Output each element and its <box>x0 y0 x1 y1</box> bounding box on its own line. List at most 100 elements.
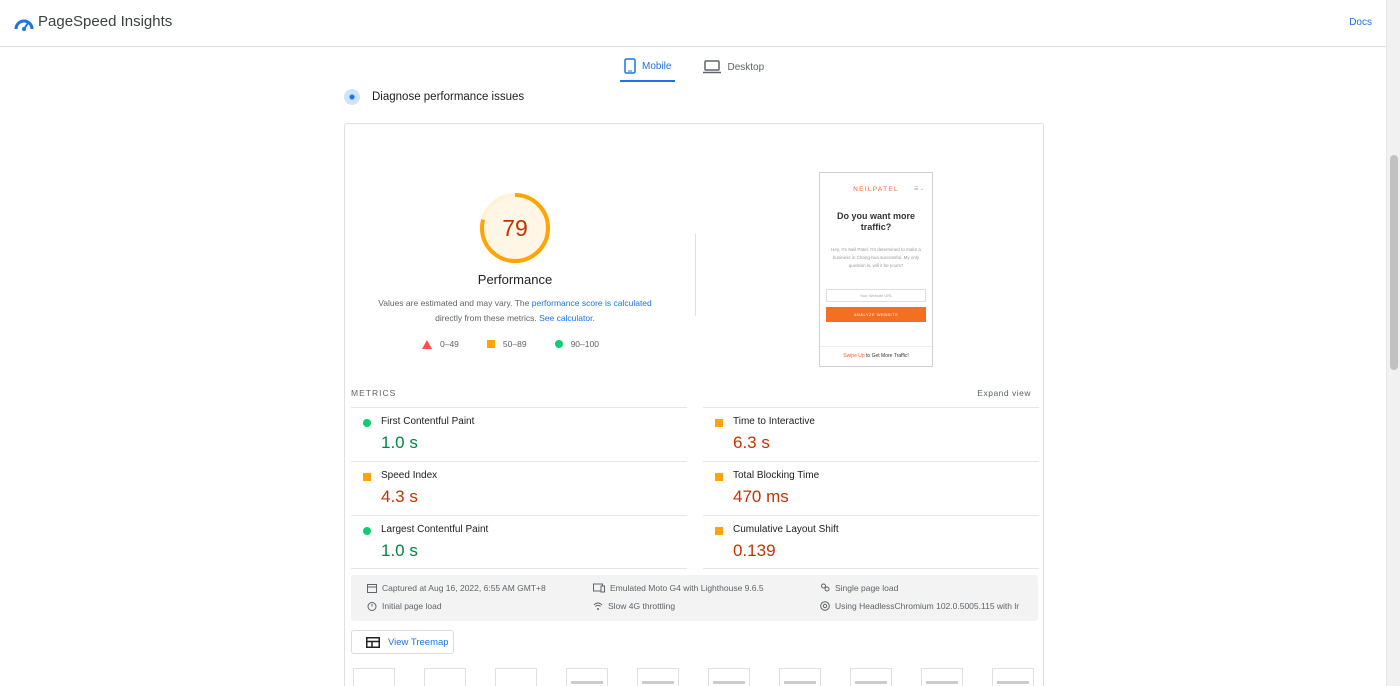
filmstrip-frame <box>850 668 892 686</box>
info-initial-load: Initial page load <box>367 601 442 611</box>
info-captured-text: Captured at Aug 16, 2022, 6:55 AM GMT+8 <box>382 583 546 593</box>
preview-headline: Do you want more traffic? <box>836 211 915 232</box>
timer-icon <box>367 602 377 611</box>
metric-name: Time to Interactive <box>733 416 815 427</box>
treemap-icon <box>366 636 380 648</box>
filmstrip-frame <box>921 668 963 686</box>
diagnose-heading: Diagnose performance issues <box>372 91 525 103</box>
legend-label-average: 50–89 <box>502 339 527 349</box>
legend-item-good: 90–100 <box>554 339 599 349</box>
people-icon <box>821 583 830 592</box>
metric-name: Total Blocking Time <box>733 470 820 481</box>
preview-url-input: Your Website URL <box>826 289 926 302</box>
metric-name: Speed Index <box>381 470 438 481</box>
info-throttling-text: Slow 4G throttling <box>608 601 676 611</box>
info-emulated: Emulated Moto G4 with Lighthouse 9.6.5 <box>593 583 764 593</box>
metric-value: 470 ms <box>733 487 789 506</box>
score-legend: 0–49 50–89 90–100 <box>422 339 599 349</box>
filmstrip <box>353 668 1034 686</box>
mobile-phone-icon <box>624 58 636 74</box>
filmstrip-frame <box>992 668 1034 686</box>
filmstrip-frame <box>566 668 608 686</box>
diagnose-indicator-icon <box>344 89 360 105</box>
filmstrip-frame <box>353 668 395 686</box>
average-square-icon <box>486 340 495 348</box>
metric-largest-contentful-paint: Largest Contentful Paint 1.0 s <box>351 515 687 569</box>
metric-name: Cumulative Layout Shift <box>733 524 839 535</box>
filmstrip-frame <box>424 668 466 686</box>
info-throttling: Slow 4G throttling <box>593 601 675 611</box>
performance-score-link[interactable]: performance score is calculated <box>531 298 652 308</box>
filmstrip-frame <box>779 668 821 686</box>
metric-name: First Contentful Paint <box>381 416 475 427</box>
tab-mobile[interactable]: Mobile <box>620 52 676 82</box>
metric-speed-index: Speed Index 4.3 s <box>351 461 687 515</box>
info-emulated-text: Emulated Moto G4 with Lighthouse 9.6.5 <box>610 583 764 593</box>
info-initial-text: Initial page load <box>382 601 442 611</box>
diagnose-section-heading: Diagnose performance issues <box>344 89 524 105</box>
tab-desktop[interactable]: Desktop <box>699 52 768 82</box>
performance-report-card: 79 Performance Values are estimated and … <box>344 123 1044 686</box>
preview-analyze-button: ANALYZE WEBSITE <box>826 307 926 322</box>
metrics-column-left: First Contentful Paint 1.0 s Speed Index… <box>351 407 687 569</box>
metric-total-blocking-time: Total Blocking Time 470 ms <box>703 461 1039 515</box>
top-bar: PageSpeed Insights Docs <box>0 0 1386 47</box>
pagespeed-logo-icon[interactable] <box>14 13 34 33</box>
legend-item-poor: 0–49 <box>422 339 459 349</box>
desktop-laptop-icon <box>703 60 722 74</box>
preview-menu-icon: ☰ ⌄ <box>913 186 924 192</box>
view-treemap-label: View Treemap <box>388 636 449 648</box>
performance-label: Performance <box>477 272 553 287</box>
preview-bottom-bar: Swipe Up to Get More Traffic! <box>820 346 932 366</box>
docs-link[interactable]: Docs <box>1349 17 1372 28</box>
good-circle-icon <box>554 340 563 348</box>
score-note-text-2: directly from these metrics. <box>435 313 540 323</box>
metric-value: 0.139 <box>733 541 776 560</box>
metric-time-to-interactive: Time to Interactive 6.3 s <box>703 407 1039 461</box>
score-gauge-arc <box>480 193 550 263</box>
chrome-icon <box>820 601 830 611</box>
wifi-icon <box>593 602 603 610</box>
score-gauge-ring <box>480 193 550 263</box>
expand-view-toggle[interactable]: Expand view <box>977 388 1031 398</box>
average-square-icon <box>715 527 723 535</box>
runtime-settings-box: Captured at Aug 16, 2022, 6:55 AM GMT+8 … <box>351 575 1038 621</box>
info-browser-text: Using HeadlessChromium 102.0.5005.115 wi… <box>835 601 1020 611</box>
view-treemap-button[interactable]: View Treemap <box>351 630 454 654</box>
device-tabs: Mobile Desktop <box>620 52 768 84</box>
scrollbar[interactable] <box>1386 0 1400 686</box>
preview-brand: NEILPATEL <box>853 186 899 193</box>
preview-bar-link: Swipe Up <box>843 353 865 359</box>
scrollbar-thumb[interactable] <box>1390 155 1398 370</box>
final-screenshot-preview[interactable]: NEILPATEL ☰ ⌄ Do you want more traffic? … <box>819 172 933 367</box>
vertical-divider <box>695 234 696 316</box>
good-circle-icon <box>363 527 371 535</box>
metric-name: Largest Contentful Paint <box>381 524 489 535</box>
poor-triangle-icon <box>422 339 432 349</box>
metric-value: 6.3 s <box>733 433 770 452</box>
average-square-icon <box>715 473 723 481</box>
filmstrip-frame <box>637 668 679 686</box>
performance-score-value: 79 <box>502 214 528 241</box>
preview-bar-text: to Get More Traffic! <box>864 353 909 359</box>
legend-label-poor: 0–49 <box>440 339 459 349</box>
metrics-column-right: Time to Interactive 6.3 s Total Blocking… <box>703 407 1039 569</box>
tab-mobile-label: Mobile <box>642 60 672 72</box>
metric-cumulative-layout-shift: Cumulative Layout Shift 0.139 <box>703 515 1039 569</box>
metrics-title: METRICS <box>351 388 397 398</box>
preview-body: Hey, I'm Neil Patel. I'm determined to m… <box>831 247 921 268</box>
performance-score-gauge: 79 <box>477 190 553 266</box>
info-captured: Captured at Aug 16, 2022, 6:55 AM GMT+8 <box>367 583 546 593</box>
metric-first-contentful-paint: First Contentful Paint 1.0 s <box>351 407 687 461</box>
see-calculator-link[interactable]: See calculator. <box>539 313 595 323</box>
info-single-text: Single page load <box>835 583 899 593</box>
metric-value: 1.0 s <box>381 433 418 452</box>
metric-value: 1.0 s <box>381 541 418 560</box>
info-single-load: Single page load <box>820 583 898 593</box>
filmstrip-frame <box>495 668 537 686</box>
metric-value: 4.3 s <box>381 487 418 506</box>
app-title[interactable]: PageSpeed Insights <box>38 13 173 30</box>
tab-desktop-label: Desktop <box>727 61 765 73</box>
average-square-icon <box>715 419 723 427</box>
calendar-icon <box>367 584 377 593</box>
